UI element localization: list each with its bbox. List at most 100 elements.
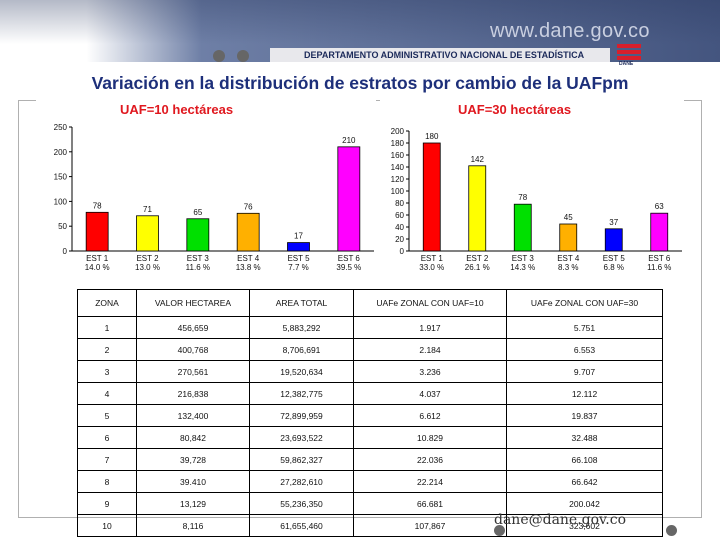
bar-est-1 — [422, 142, 441, 252]
table-row: 7 39,728 59,862,327 22.036 66.108 — [77, 448, 663, 471]
chart-uaf-10: UAF=10 hectáreas 0 50 100 150 200 250 78 EST 1 14… — [36, 100, 376, 275]
data-label: 65 — [193, 208, 202, 217]
table-cell: 12.112 — [506, 382, 663, 405]
table-cell: 66.681 — [353, 492, 507, 515]
bar-est-4 — [236, 212, 260, 252]
decorative-dot — [213, 50, 225, 62]
y-tick-label: 180 — [391, 139, 405, 148]
table-cell: 39,728 — [136, 448, 250, 471]
col-area-total: AREA TOTAL — [249, 289, 354, 317]
table-cell: 66.108 — [506, 448, 663, 471]
y-tick-label: 0 — [400, 247, 405, 256]
table-cell: 107,867 — [353, 514, 507, 537]
y-tick-label: 60 — [395, 211, 404, 220]
y-tick-label: 100 — [54, 197, 68, 206]
bar-est-6 — [650, 212, 669, 252]
table-cell: 22.214 — [353, 470, 507, 493]
data-label: 71 — [143, 205, 152, 214]
chart-uaf-30-svg: UAF=30 hectáreas 0 20 40 60 80 100 120 140 160 180… — [391, 102, 682, 272]
bar-est-3 — [186, 218, 210, 252]
category-label: EST 2 — [136, 254, 159, 263]
table-cell: 66.642 — [506, 470, 663, 493]
data-label: 210 — [342, 136, 356, 145]
category-label: EST 4 — [237, 254, 260, 263]
y-tick-label: 250 — [54, 123, 68, 132]
bar-est-2 — [468, 165, 487, 252]
table-cell: 13,129 — [136, 492, 250, 515]
table-cell: 2 — [77, 338, 137, 361]
bar-est-5 — [287, 242, 310, 252]
site-url: www.dane.gov.co — [490, 20, 650, 42]
category-percent: 33.0 % — [419, 263, 444, 272]
page-title: Variación en la distribución de estratos… — [91, 73, 629, 93]
category-percent: 13.0 % — [135, 263, 160, 272]
table-cell: 5 — [77, 404, 137, 427]
y-tick-label: 20 — [395, 235, 404, 244]
category-label: EST 5 — [603, 254, 626, 263]
category-percent: 11.6 % — [647, 263, 671, 272]
table-cell: 8,706,691 — [249, 338, 354, 361]
data-label: 180 — [425, 132, 439, 141]
y-tick-label: 200 — [391, 127, 405, 136]
table-row: 2 400,768 8,706,691 2.184 6.553 — [77, 338, 663, 361]
category-percent: 14.3 % — [510, 263, 535, 272]
table-cell: 132,400 — [136, 404, 250, 427]
bar-est-2 — [136, 215, 159, 252]
footer-email: dane@dane.gov.co — [494, 512, 627, 528]
dane-logo: DANE — [617, 44, 641, 67]
table-cell: 23,693,522 — [249, 426, 354, 449]
table-cell: 1.917 — [353, 316, 507, 339]
uaf-table: ZONA VALOR HECTAREA AREA TOTAL UAFe ZONA… — [77, 289, 663, 537]
category-percent: 14.0 % — [85, 263, 110, 272]
category-label: EST 5 — [287, 254, 310, 263]
category-percent: 7.7 % — [288, 263, 308, 272]
category-label: EST 4 — [557, 254, 580, 263]
table-cell: 6.612 — [353, 404, 507, 427]
table-cell: 10.829 — [353, 426, 507, 449]
table-row: 3 270,561 19,520,634 3.236 9.707 — [77, 360, 663, 383]
table-cell: 22.036 — [353, 448, 507, 471]
data-label: 142 — [471, 155, 485, 164]
data-label: 17 — [294, 232, 303, 241]
y-tick-label: 140 — [391, 163, 405, 172]
table-cell: 400,768 — [136, 338, 250, 361]
table-cell: 39.410 — [136, 470, 250, 493]
col-valor-hectarea: VALOR HECTAREA — [136, 289, 250, 317]
table-cell: 8,116 — [136, 514, 250, 537]
table-cell: 10 — [77, 514, 137, 537]
chart-title: UAF=10 hectáreas — [120, 102, 233, 117]
bar-est-4 — [559, 223, 578, 252]
table-cell: 8 — [77, 470, 137, 493]
table-cell: 1 — [77, 316, 137, 339]
category-percent: 11.6 % — [186, 263, 210, 272]
table-row: 10 8,116 61,655,460 107,867 323,602 — [77, 514, 663, 537]
col-uafe-10: UAFe ZONAL CON UAF=10 — [353, 289, 507, 317]
table-header-row: ZONA VALOR HECTAREA AREA TOTAL UAFe ZONA… — [77, 289, 663, 317]
table-cell: 5,883,292 — [249, 316, 354, 339]
table-cell: 9 — [77, 492, 137, 515]
table-cell: 4 — [77, 382, 137, 405]
category-label: EST 1 — [86, 254, 109, 263]
category-percent: 13.8 % — [236, 263, 261, 272]
y-tick-label: 150 — [54, 173, 68, 182]
bar-est-3 — [513, 203, 532, 252]
table-cell: 3.236 — [353, 360, 507, 383]
category-percent: 39.5 % — [336, 263, 361, 272]
col-uafe-30: UAFe ZONAL CON UAF=30 — [506, 289, 663, 317]
decorative-dot — [666, 525, 677, 536]
table-cell: 6.553 — [506, 338, 663, 361]
table-cell: 32.488 — [506, 426, 663, 449]
data-label: 37 — [609, 218, 618, 227]
table-cell: 456,659 — [136, 316, 250, 339]
table-cell: 19.837 — [506, 404, 663, 427]
data-label: 45 — [564, 213, 573, 222]
table-cell: 61,655,460 — [249, 514, 354, 537]
category-label: EST 6 — [338, 254, 361, 263]
table-row: 1 456,659 5,883,292 1.917 5.751 — [77, 316, 663, 339]
table-cell: 55,236,350 — [249, 492, 354, 515]
chart-title: UAF=30 hectáreas — [458, 102, 571, 117]
bar-est-1 — [85, 211, 109, 252]
table-cell: 19,520,634 — [249, 360, 354, 383]
table-row: 8 39.410 27,282,610 22.214 66.642 — [77, 470, 663, 493]
category-label: EST 3 — [512, 254, 535, 263]
